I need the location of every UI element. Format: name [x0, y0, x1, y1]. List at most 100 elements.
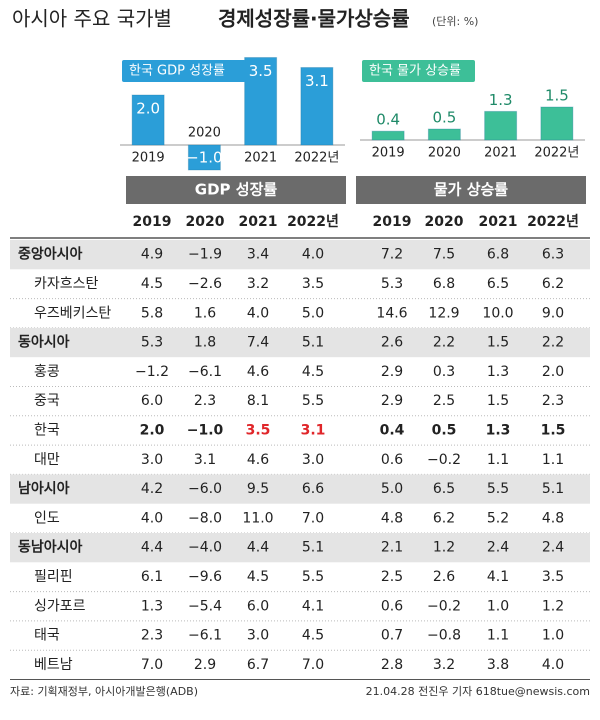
cell-value: 7.2 — [381, 247, 403, 263]
cell-value: 2.3 — [542, 393, 564, 409]
group-header-bg — [126, 176, 346, 204]
chart-title: 한국 GDP 성장률 — [129, 64, 225, 79]
year-header: 2022년 — [287, 214, 339, 230]
cell-value: 3.1 — [301, 422, 326, 438]
cell-value: 3.2 — [433, 657, 455, 673]
category-label: 2022년 — [534, 146, 579, 161]
cell-value: −1.2 — [135, 364, 169, 380]
cell-value: 9.5 — [247, 481, 269, 497]
chart-title: 한국 물가 상승률 — [369, 64, 461, 79]
cell-value: 6.6 — [302, 481, 324, 497]
cell-value: 6.5 — [487, 276, 509, 292]
cell-value: 7.0 — [302, 510, 324, 526]
cell-value: 5.3 — [381, 276, 403, 292]
cell-value: 3.1 — [194, 452, 216, 468]
cell-value: 2.2 — [542, 335, 564, 351]
cell-value: 4.0 — [302, 247, 324, 263]
region-row-bg — [10, 240, 590, 270]
cell-value: 3.0 — [247, 628, 269, 644]
cell-value: 1.1 — [542, 452, 564, 468]
cell-value: 3.2 — [247, 276, 269, 292]
cell-value: 5.1 — [302, 540, 324, 556]
bar — [540, 106, 574, 141]
country-label: 인도 — [34, 510, 60, 526]
chart-title-box — [122, 60, 246, 82]
cell-value: 3.5 — [246, 422, 271, 438]
region-label: 동아시아 — [18, 334, 70, 351]
year-header: 2021 — [479, 214, 518, 230]
cell-value: −1.0 — [187, 422, 224, 438]
cell-value: 5.0 — [381, 481, 403, 497]
cell-value: 6.0 — [247, 598, 269, 614]
bar — [187, 144, 221, 171]
cell-value: 5.5 — [302, 393, 324, 409]
cell-value: 2.4 — [542, 540, 564, 556]
category-label: 2019 — [372, 146, 405, 161]
category-label: 2019 — [132, 151, 165, 166]
cell-value: 0.3 — [433, 364, 455, 380]
group-header-bg — [356, 176, 586, 204]
cell-value: 5.1 — [302, 335, 324, 351]
cell-value: 0.5 — [432, 422, 457, 438]
value-label: −1.0 — [186, 149, 222, 167]
cell-value: −6.0 — [188, 481, 222, 497]
cell-value: 7.5 — [433, 247, 455, 263]
cell-value: 7.0 — [302, 657, 324, 673]
cell-value: 6.8 — [433, 276, 455, 292]
cell-value: 2.9 — [381, 393, 403, 409]
cell-value: −0.2 — [427, 452, 461, 468]
region-row-bg — [10, 533, 590, 563]
cell-value: 2.0 — [140, 422, 165, 438]
cell-value: 4.4 — [247, 540, 269, 556]
cell-value: 0.6 — [381, 452, 403, 468]
cell-value: 4.5 — [247, 569, 269, 585]
cell-value: 11.0 — [242, 510, 273, 526]
cell-value: 2.9 — [381, 364, 403, 380]
cell-value: 0.6 — [381, 598, 403, 614]
country-label: 태국 — [34, 628, 60, 644]
region-label: 남아시아 — [18, 480, 70, 497]
cell-value: 5.5 — [487, 481, 509, 497]
cell-value: 4.5 — [302, 364, 324, 380]
cell-value: 5.5 — [302, 569, 324, 585]
cell-value: 4.0 — [542, 657, 564, 673]
cell-value: 2.3 — [194, 393, 216, 409]
cell-value: 9.0 — [542, 305, 564, 321]
country-label: 중국 — [34, 393, 60, 409]
cell-value: 4.8 — [542, 510, 564, 526]
cell-value: 1.6 — [194, 305, 216, 321]
cell-value: 2.9 — [194, 657, 216, 673]
cell-value: 2.8 — [381, 657, 403, 673]
cell-value: 4.5 — [141, 276, 163, 292]
cell-value: −0.2 — [427, 598, 461, 614]
cell-value: 12.9 — [428, 305, 459, 321]
cell-value: 5.3 — [141, 335, 163, 351]
country-label: 한국 — [34, 422, 60, 438]
cell-value: 4.5 — [302, 628, 324, 644]
cell-value: 1.3 — [487, 364, 509, 380]
cell-value: 10.0 — [482, 305, 513, 321]
bar — [244, 57, 278, 146]
cell-value: 6.5 — [433, 481, 455, 497]
cell-value: 4.2 — [141, 481, 163, 497]
value-label: 2.0 — [136, 100, 160, 118]
cell-value: −4.0 — [188, 540, 222, 556]
cell-value: 5.2 — [487, 510, 509, 526]
cell-value: 7.4 — [247, 335, 269, 351]
cell-value: −2.6 — [188, 276, 222, 292]
cell-value: −0.8 — [427, 628, 461, 644]
source: 자료: 기획재정부, 아시아개발은행(ADB) — [10, 685, 198, 698]
bar — [131, 94, 165, 146]
region-label: 동남아시아 — [18, 539, 83, 556]
value-label: 3.1 — [305, 72, 329, 90]
cell-value: 3.0 — [302, 452, 324, 468]
value-label: 1.5 — [545, 87, 569, 105]
cell-value: 3.0 — [141, 452, 163, 468]
cell-value: 4.6 — [247, 452, 269, 468]
country-label: 필리핀 — [34, 569, 73, 585]
cell-value: 1.1 — [487, 452, 509, 468]
cell-value: 0.4 — [380, 422, 405, 438]
cell-value: 2.0 — [542, 364, 564, 380]
cell-value: 4.1 — [302, 598, 324, 614]
cell-value: 2.1 — [381, 540, 403, 556]
